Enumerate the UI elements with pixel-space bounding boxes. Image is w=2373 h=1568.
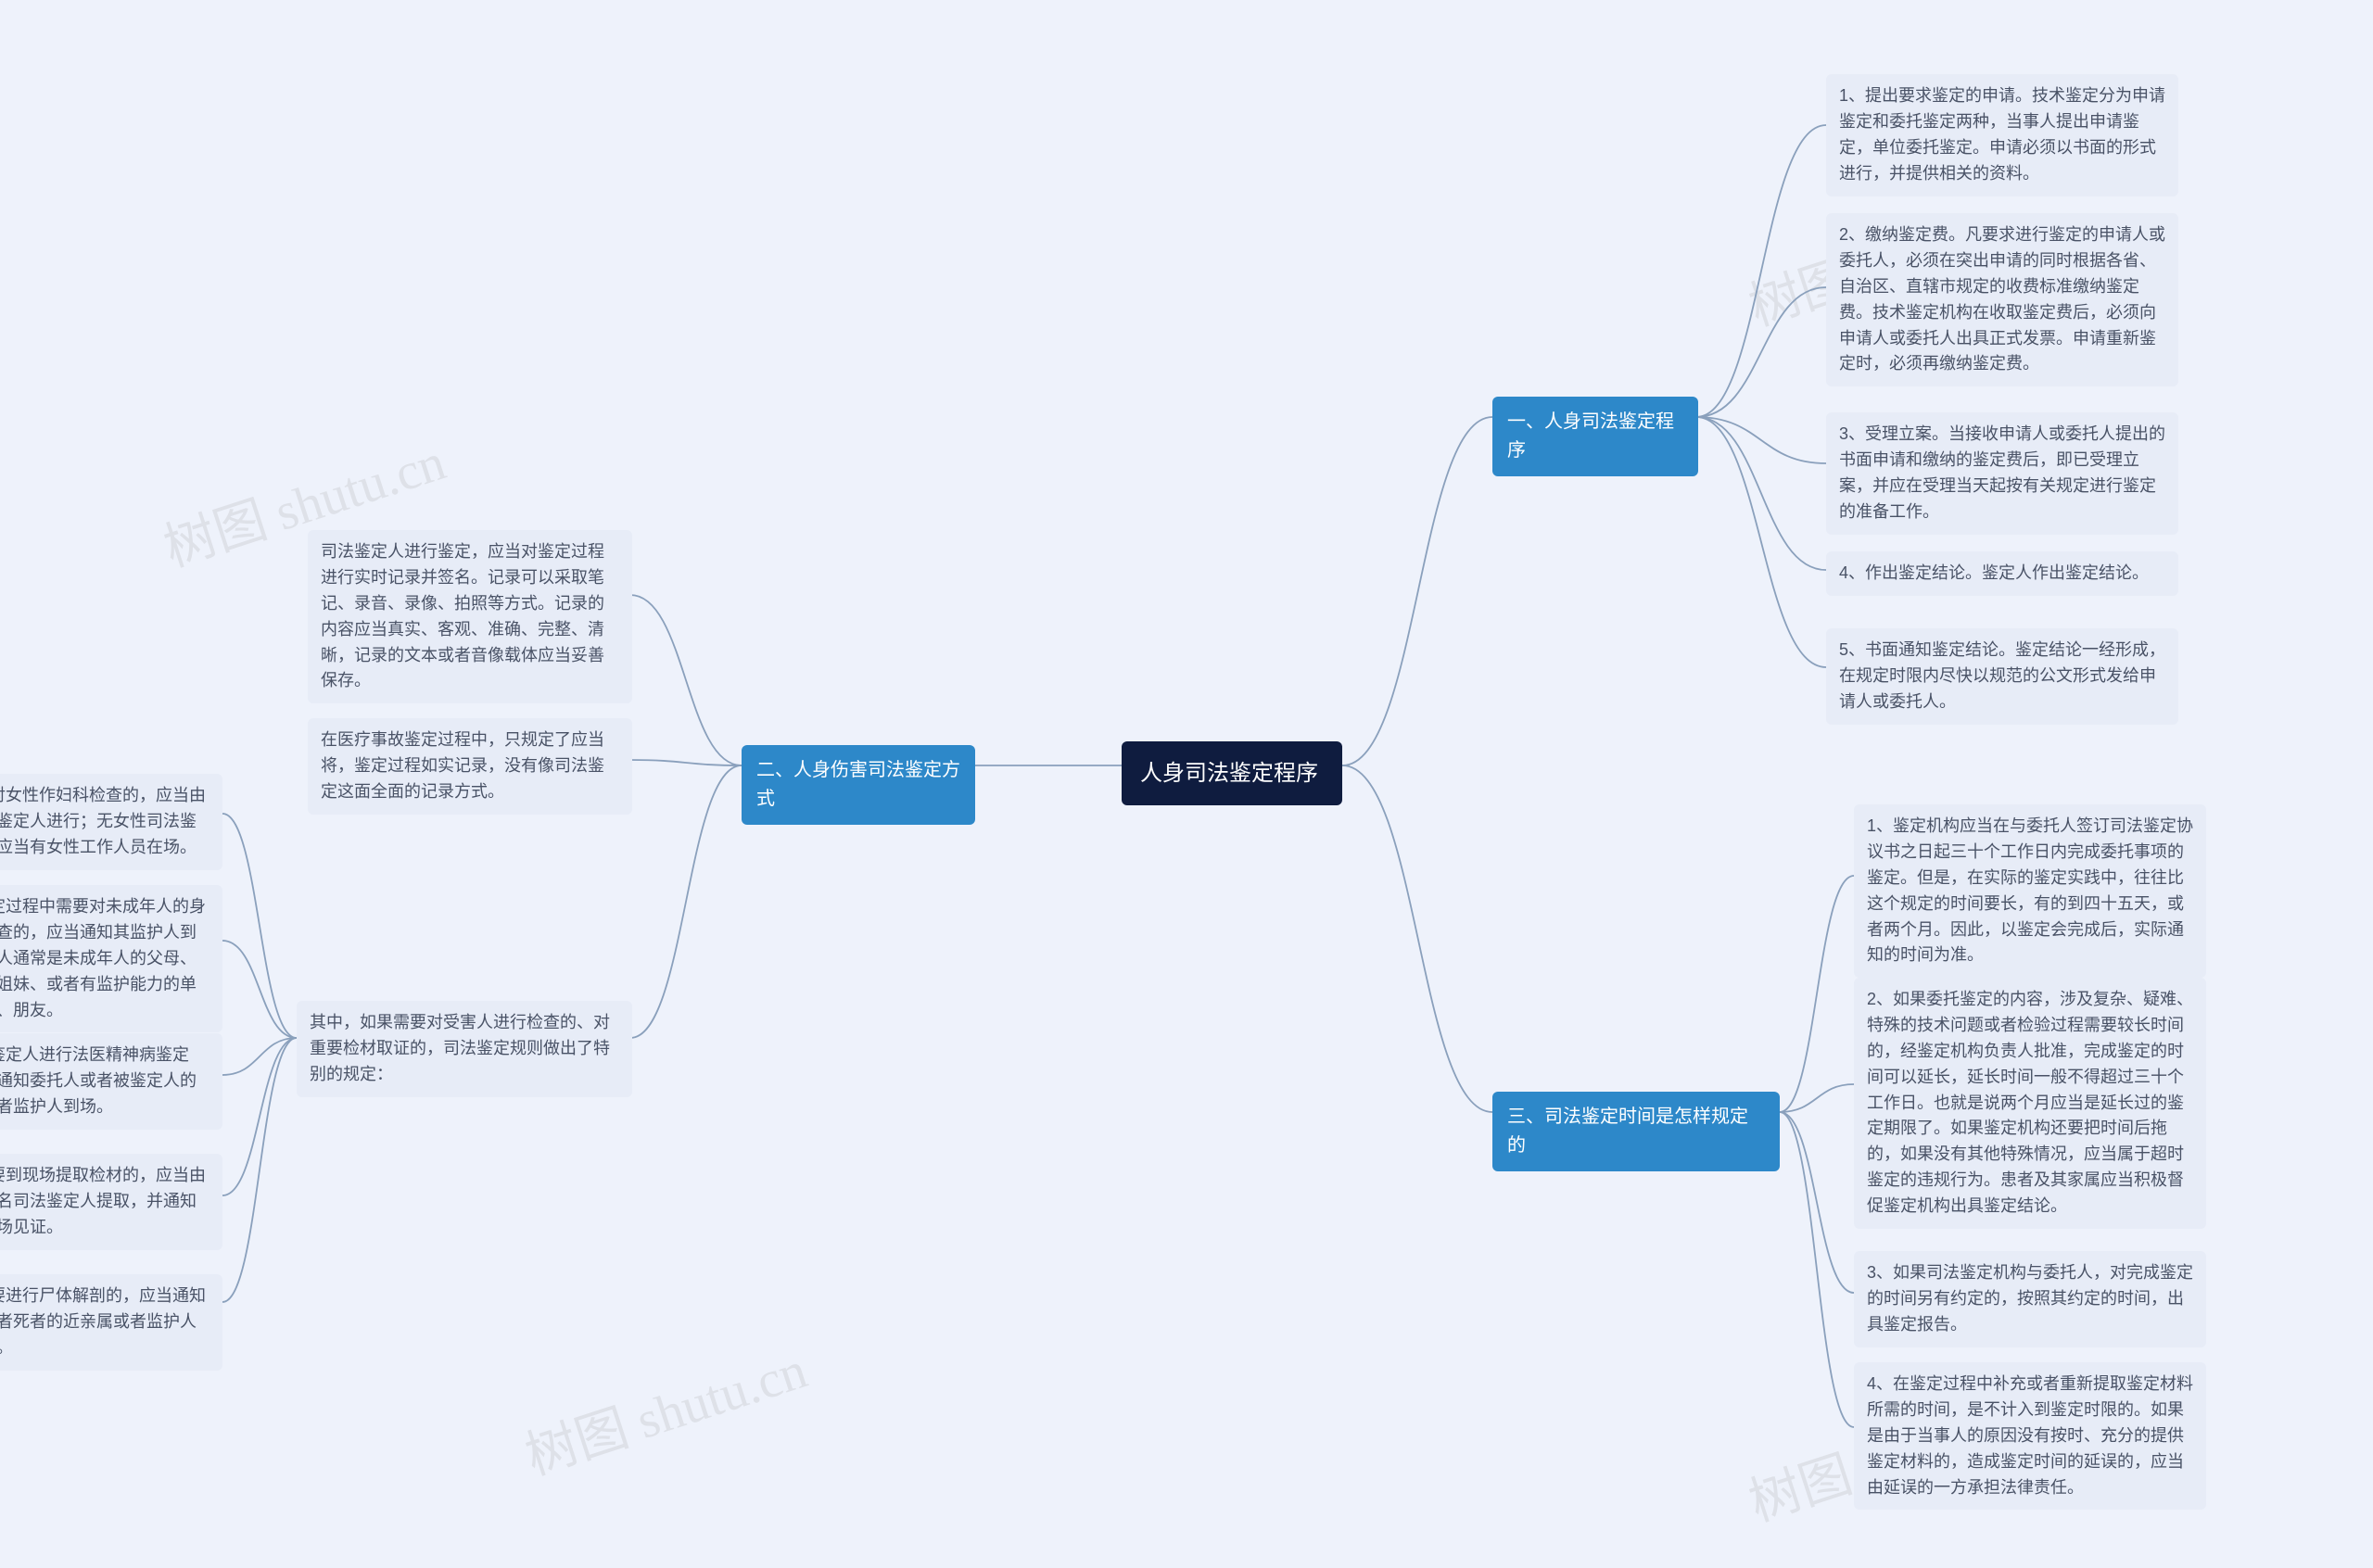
mindmap-root[interactable]: 人身司法鉴定程序 bbox=[1122, 741, 1342, 805]
watermark: 树图 shutu.cn bbox=[514, 1328, 815, 1489]
leaf-procedure-3: 3、受理立案。当接收申请人或委托人提出的书面申请和缴纳的鉴定费后，即已受理立案，… bbox=[1826, 412, 2178, 535]
leaf-time-3: 3、如果司法鉴定机构与委托人，对完成鉴定的时间另有约定的，按照其约定的时间，出具… bbox=[1854, 1251, 2206, 1347]
leaf-special-1: 1、需要对女性作妇科检查的，应当由女性司法鉴定人进行；无女性司法鉴定人的，应当有… bbox=[0, 774, 222, 870]
leaf-time-1: 1、鉴定机构应当在与委托人签订司法鉴定协议书之日起三十个工作日内完成委托事项的鉴… bbox=[1854, 804, 2206, 978]
leaf-special-3: 3、对被鉴定人进行法医精神病鉴定的，应当通知委托人或者被鉴定人的近亲属或者监护人… bbox=[0, 1033, 222, 1130]
branch-procedure[interactable]: 一、人身司法鉴定程序 bbox=[1492, 397, 1698, 476]
leaf-procedure-2: 2、缴纳鉴定费。凡要求进行鉴定的申请人或委托人，必须在突出申请的同时根据各省、自… bbox=[1826, 213, 2178, 386]
leaf-special-4: 4、对需要到现场提取检材的，应当由不少于二名司法鉴定人提取，并通知委托人到场见证… bbox=[0, 1154, 222, 1250]
leaf-special-2: 2、在鉴定过程中需要对未成年人的身体进行检查的，应当通知其监护人到场。监护人通常… bbox=[0, 885, 222, 1032]
leaf-method-intro-1: 司法鉴定人进行鉴定，应当对鉴定过程进行实时记录并签名。记录可以采取笔记、录音、录… bbox=[308, 530, 632, 703]
leaf-time-2: 2、如果委托鉴定的内容，涉及复杂、疑难、特殊的技术问题或者检验过程需要较长时间的… bbox=[1854, 978, 2206, 1229]
leaf-procedure-5: 5、书面通知鉴定结论。鉴定结论一经形成，在规定时限内尽快以规范的公文形式发给申请… bbox=[1826, 628, 2178, 725]
leaf-special-5: 5、对需要进行尸体解剖的，应当通知委托人或者死者的近亲属或者监护人到场见证。 bbox=[0, 1274, 222, 1371]
leaf-method-intro-2: 在医疗事故鉴定过程中，只规定了应当将，鉴定过程如实记录，没有像司法鉴定这面全面的… bbox=[308, 718, 632, 815]
leaf-time-4: 4、在鉴定过程中补充或者重新提取鉴定材料所需的时间，是不计入到鉴定时限的。如果是… bbox=[1854, 1362, 2206, 1510]
branch-time[interactable]: 三、司法鉴定时间是怎样规定的 bbox=[1492, 1092, 1780, 1171]
leaf-procedure-1: 1、提出要求鉴定的申请。技术鉴定分为申请鉴定和委托鉴定两种，当事人提出申请鉴定，… bbox=[1826, 74, 2178, 196]
sub-node-special-rules: 其中，如果需要对受害人进行检查的、对重要检材取证的，司法鉴定规则做出了特别的规定… bbox=[297, 1001, 632, 1097]
leaf-procedure-4: 4、作出鉴定结论。鉴定人作出鉴定结论。 bbox=[1826, 551, 2178, 596]
branch-method[interactable]: 二、人身伤害司法鉴定方式 bbox=[742, 745, 975, 825]
